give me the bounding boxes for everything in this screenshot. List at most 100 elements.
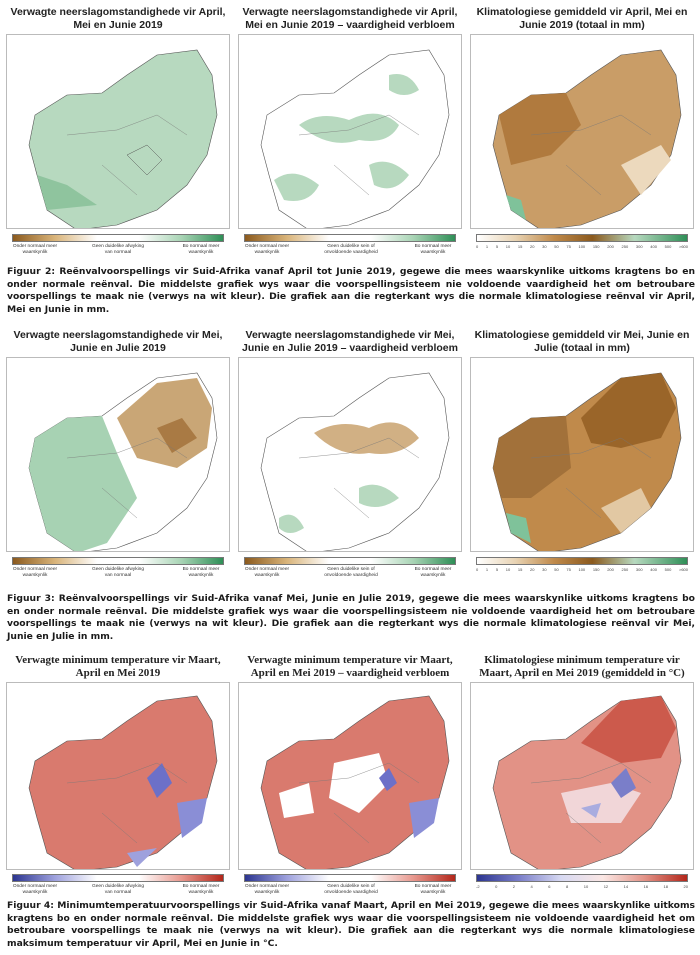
colorbar [12,874,224,882]
map-frame [6,34,230,229]
colorbar [244,234,456,242]
colorbar-label-low: Onder normaal meer waarskynlik [244,884,290,895]
tick: 250 [621,244,629,249]
panel-title: Klimatologiese minimum temperature vir M… [479,654,685,679]
panel-title: Verwagte neerslagomstandighede vir Mei, … [242,329,458,354]
figure-3: Verwagte neerslagomstandighede vir Mei, … [0,325,700,642]
colorbar-label-mid: Geen duidelike sein of onvoldoende vaard… [324,884,378,895]
map-frame [470,357,694,552]
tick: 4 [530,884,533,889]
map-frame [470,34,694,229]
map-frame [6,682,230,870]
figure-4: Verwagte minimum temperature vir Maart, … [0,650,700,955]
colorbar-label-mid: Geen duidelike sein of onvoldoende vaard… [324,567,378,578]
colorbar-label-low: Onder normaal meer waarskynlik [12,244,58,255]
tick: 10 [505,567,511,572]
colorbar [244,557,456,565]
panel-title: Klimatologiese gemiddeld vir April, Mei … [476,6,688,31]
tick: 20 [529,244,535,249]
panel-title: Verwagte neerslagomstandighede vir April… [10,6,226,31]
tick: 10 [583,884,589,889]
tick: 500 [664,244,672,249]
forecast-panel: Verwagte neerslagomstandighede vir Mei, … [6,329,230,581]
tick: 6 [548,884,551,889]
colorbar-label-mid: Geen duidelike afwyking van normaal [92,244,144,255]
colorbar-label-high: Bo normaal meer waarskynlik [414,884,452,895]
panel-title: Klimatologiese gemiddeld vir Mei, Junie … [474,329,690,354]
tick: 5 [495,244,499,249]
climatology-panel: Klimatologiese gemiddeld vir April, Mei … [470,6,694,258]
skill-masked-panel: Verwagte minimum temperature vir Maart, … [238,654,462,895]
colorbar [476,234,688,242]
forecast-panel: Verwagte neerslagomstandighede vir April… [6,6,230,258]
tick: 150 [592,244,600,249]
tick: 100 [578,567,586,572]
skill-masked-panel: Verwagte neerslagomstandighede vir Mei, … [238,329,462,581]
tick: 15 [517,567,523,572]
tick: 0 [476,244,479,249]
panel-title: Verwagte neerslagomstandighede vir Mei, … [13,329,223,354]
figure-caption: Figuur 4: Minimumtemperatuurvoorspelling… [7,900,695,949]
tick: 500 [664,567,672,572]
tick: 0 [476,567,479,572]
colorbar-ticks: 0 1 5 10 15 20 30 50 75 100 150 200 250 … [476,244,688,249]
figure-caption: Figuur 2: Reënvalvoorspellings vir Suid-… [7,266,695,315]
tick: 1 [485,567,489,572]
colorbar-label-high: Bo normaal meer waarskynlik [414,567,452,578]
tick: 14 [623,884,629,889]
panel-title: Verwagte minimum temperature vir Maart, … [247,654,453,679]
colorbar-label-high: Bo normaal meer waarskynlik [182,244,220,255]
climatology-panel: Klimatologiese minimum temperature vir M… [470,654,694,894]
figure-2: Verwagte neerslagomstandighede vir April… [0,0,700,315]
tick: 30 [542,244,547,249]
tick: 300 [635,244,643,249]
tick: 150 [592,567,600,572]
tick: 8 [566,884,569,889]
tick: 75 [566,567,571,572]
tick: 1 [485,244,489,249]
tick: 20 [683,884,688,889]
forecast-panel: Verwagte minimum temperature vir Maart, … [6,654,230,895]
tick: 0 [495,884,498,889]
tick: 400 [650,244,657,249]
tick: 18 [663,884,668,889]
tick: 50 [554,567,559,572]
panel-title: Verwagte minimum temperature vir Maart, … [15,654,221,679]
colorbar-label-mid: Geen duidelike afwyking van normaal [92,567,144,578]
tick: -2 [476,884,480,889]
skill-masked-panel: Verwagte neerslagomstandighede vir April… [238,6,462,258]
tick: 200 [607,244,614,249]
tick: >600 [678,567,688,572]
tick: 10 [505,244,511,249]
colorbar-ticks: -2 0 2 4 6 8 10 12 14 16 18 20 [476,884,688,889]
colorbar-label-high: Bo normaal meer waarskynlik [414,244,452,255]
colorbar [12,234,224,242]
tick: 50 [554,244,559,249]
map-frame [238,357,462,552]
tick: 12 [603,884,609,889]
colorbar-label-high: Bo normaal meer waarskynlik [182,567,220,578]
tick: 250 [621,567,629,572]
colorbar [476,557,688,565]
tick: 100 [578,244,586,249]
map-frame [238,682,462,870]
tick: 2 [512,884,516,889]
figure-caption: Figuur 3: Reënvalvoorspellings vir Suid-… [7,593,695,642]
tick: 300 [635,567,643,572]
tick: 75 [566,244,571,249]
tick: >600 [678,244,688,249]
tick: 20 [529,567,535,572]
map-frame [6,357,230,552]
tick: 16 [643,884,649,889]
map-frame [238,34,462,229]
colorbar [244,874,456,882]
colorbar-ticks: 0 1 5 10 15 20 30 50 75 100 150 200 250 … [476,567,688,572]
tick: 400 [650,567,657,572]
colorbar-label-low: Onder normaal meer waarskynlik [12,567,58,578]
colorbar [476,874,688,882]
colorbar-label-mid: Geen duidelike sein of onvoldoende vaard… [324,244,378,255]
tick: 200 [607,567,614,572]
colorbar-label-low: Onder normaal meer waarskynlik [244,244,290,255]
colorbar-label-low: Onder normaal meer waarskynlik [244,567,290,578]
climatology-panel: Klimatologiese gemiddeld vir Mei, Junie … [470,329,694,581]
